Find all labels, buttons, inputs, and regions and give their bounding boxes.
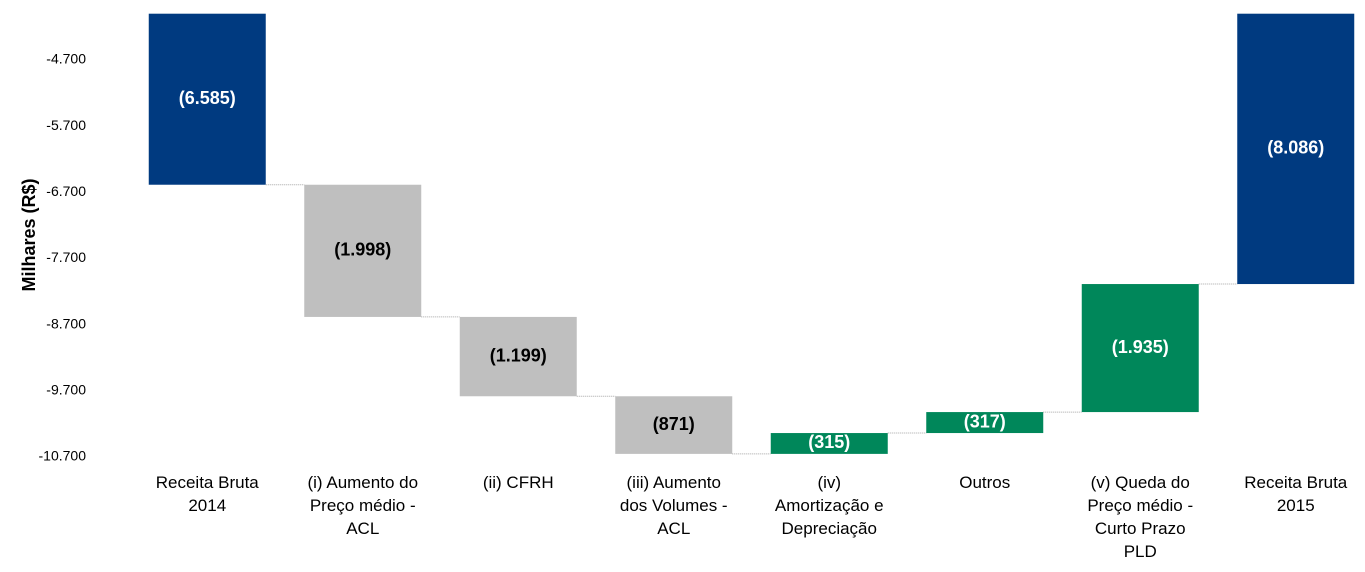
bar bbox=[148, 13, 266, 185]
data-label: (8.086) bbox=[1267, 138, 1324, 158]
data-label: (1.935) bbox=[1112, 337, 1169, 357]
y-tick-label: -6.700 bbox=[46, 183, 86, 199]
bar bbox=[926, 412, 1044, 434]
x-tick-label: (v) Queda do Preço médio -Curto Prazo PLD bbox=[1087, 473, 1193, 561]
y-tick-label: -10.700 bbox=[39, 448, 87, 464]
data-label: (1.998) bbox=[334, 240, 391, 260]
x-tick-label: Receita Bruta 2014 bbox=[156, 473, 260, 515]
data-label: (871) bbox=[653, 414, 695, 434]
bar bbox=[459, 316, 577, 397]
x-tick-label: (iii) Aumento dos Volumes -ACL bbox=[620, 473, 728, 538]
data-label: (315) bbox=[808, 432, 850, 452]
y-tick-label: -7.700 bbox=[46, 249, 86, 265]
bar bbox=[770, 433, 888, 454]
y-axis-label: Milhares (R$) bbox=[19, 178, 39, 291]
data-label: (1.199) bbox=[490, 345, 547, 365]
data-label: (317) bbox=[964, 411, 1006, 431]
y-tick-label: -8.700 bbox=[46, 315, 86, 331]
x-tick-label: (ii) CFRH bbox=[483, 473, 554, 492]
x-tick-label: (i) Aumento do Preço médio -ACL bbox=[307, 473, 418, 538]
bar bbox=[615, 396, 733, 454]
x-tick-label: Receita Bruta 2015 bbox=[1244, 473, 1348, 515]
bar bbox=[1081, 284, 1199, 413]
x-tick-label: (iv) Amortização e Depreciação bbox=[775, 473, 884, 538]
data-label: (6.585) bbox=[179, 88, 236, 108]
bar bbox=[304, 184, 422, 317]
y-tick-label: -9.700 bbox=[46, 382, 86, 398]
y-tick-label: -4.700 bbox=[46, 51, 86, 67]
bar bbox=[1237, 13, 1355, 285]
y-tick-label: -5.700 bbox=[46, 117, 86, 133]
x-tick-label: Outros bbox=[959, 473, 1010, 492]
